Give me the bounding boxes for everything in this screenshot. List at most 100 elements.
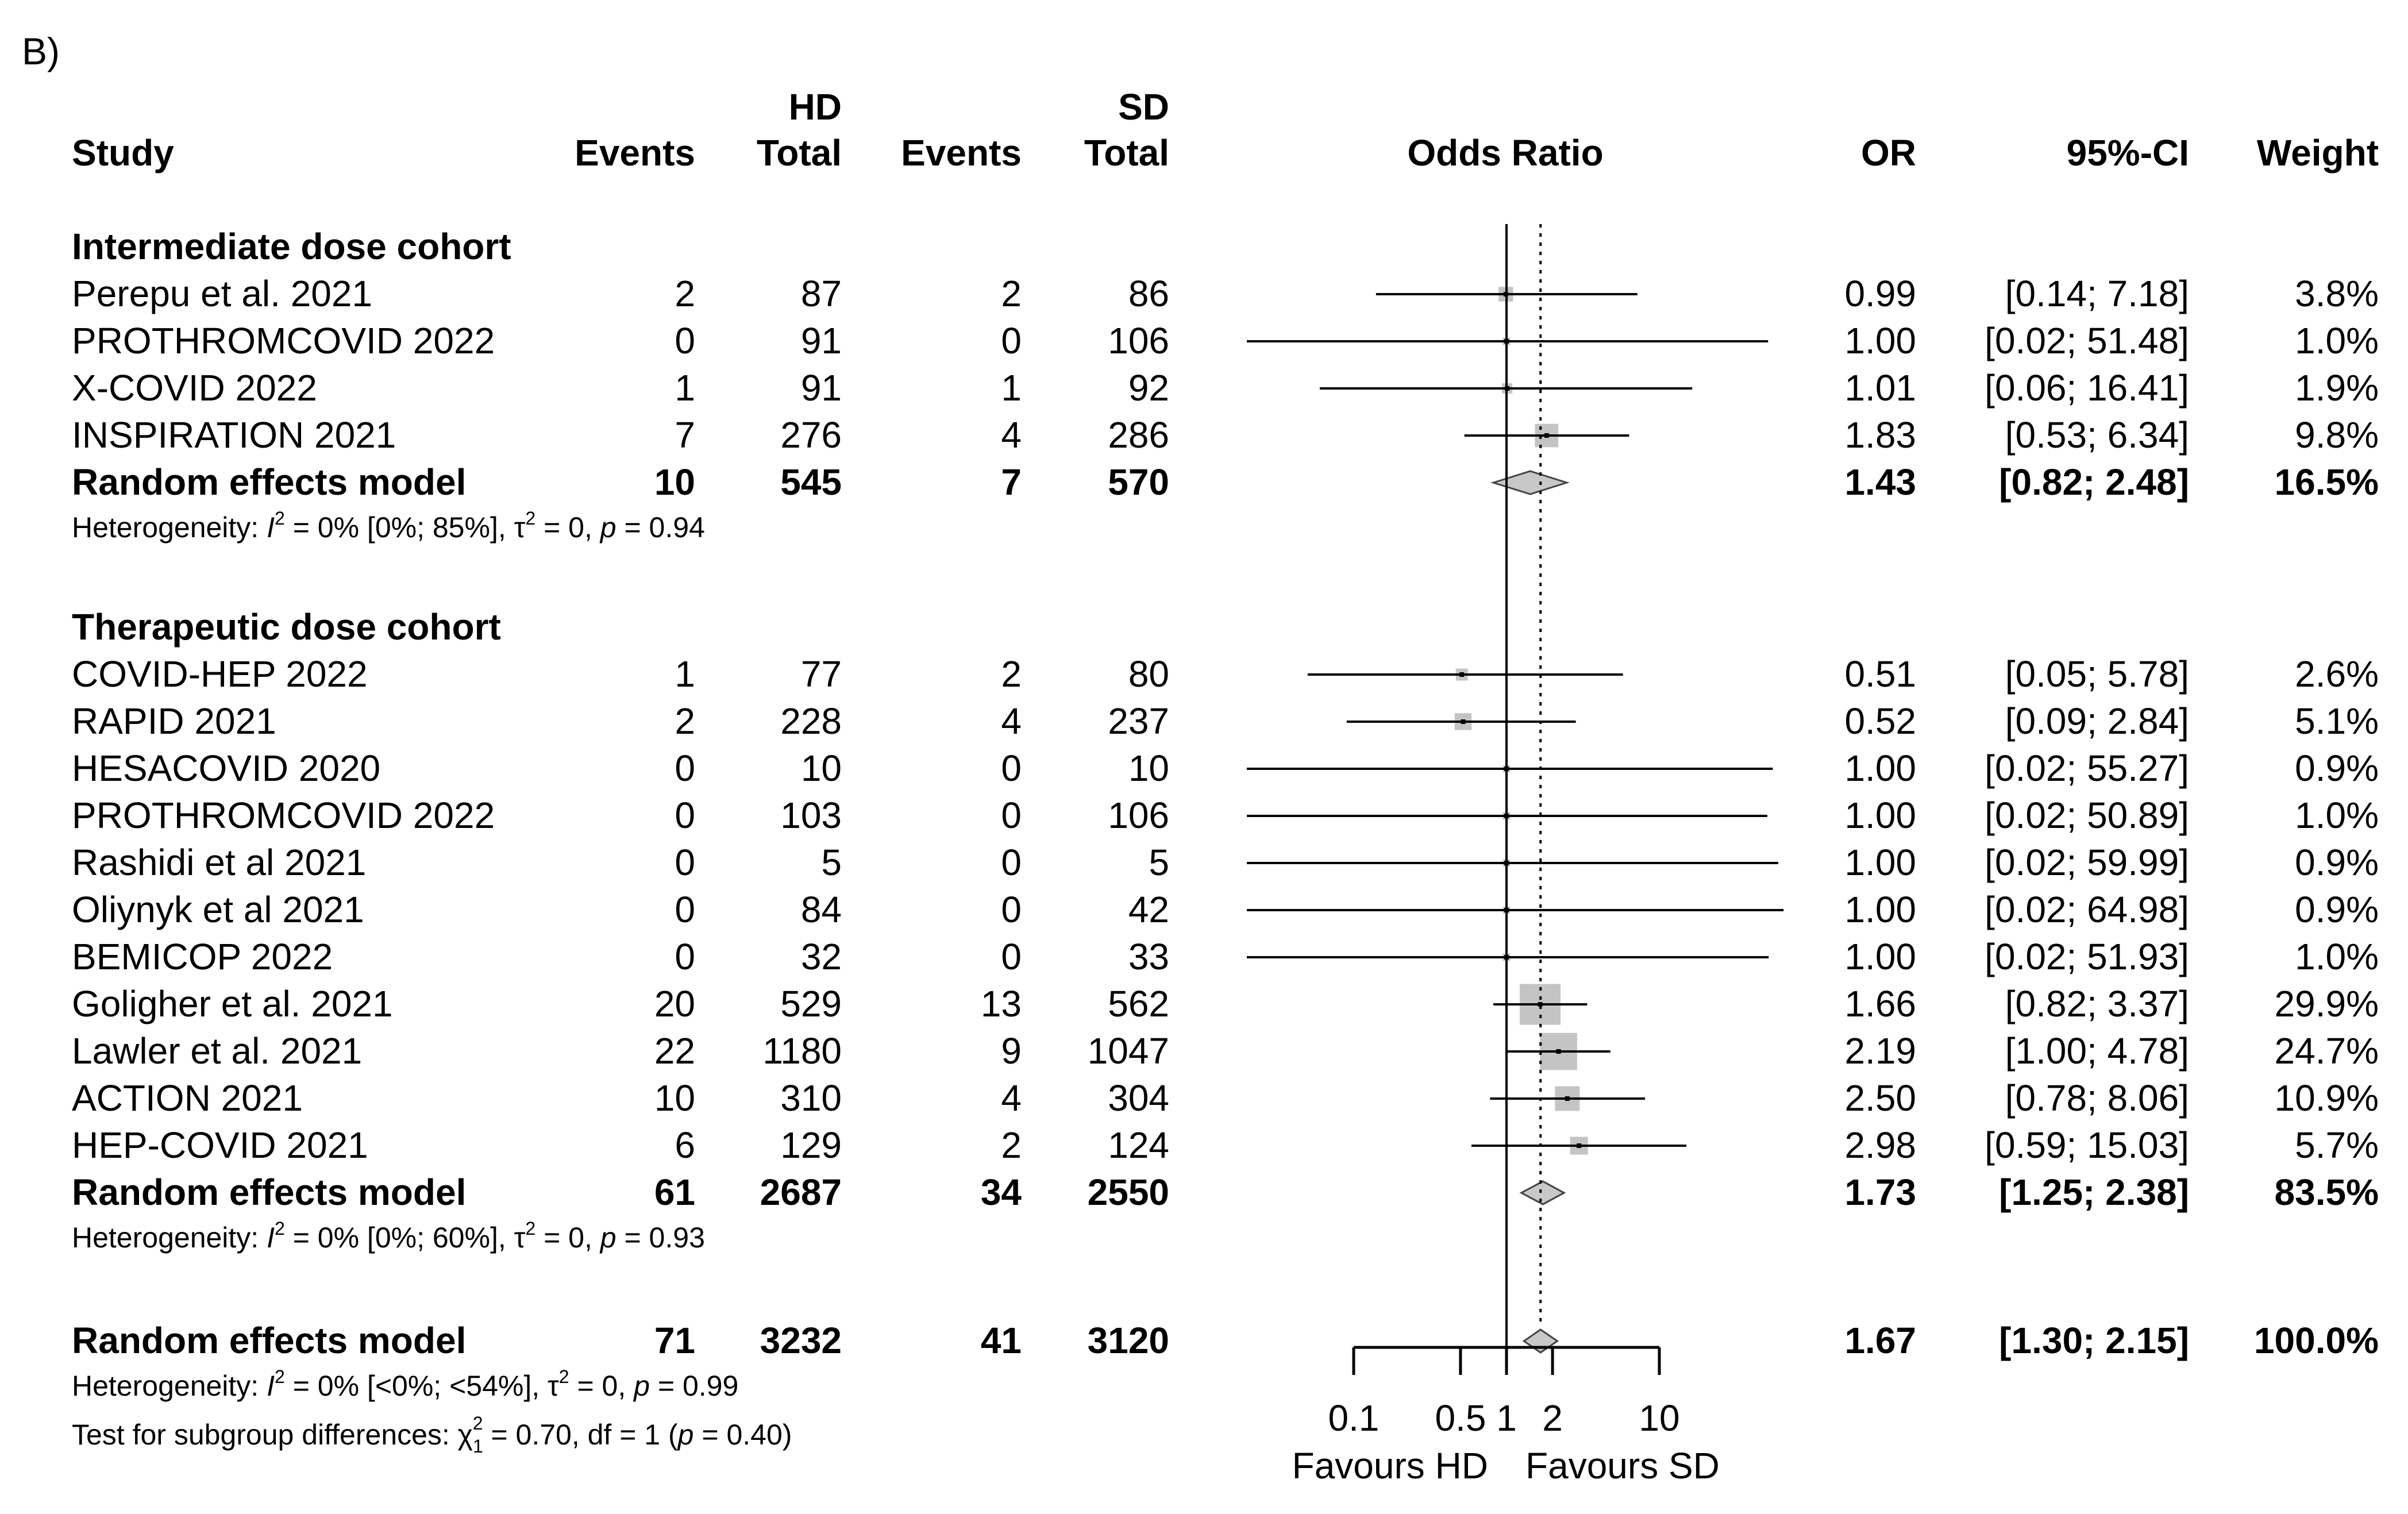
het-p: p: [599, 511, 617, 544]
hd-events: 6: [675, 1124, 695, 1166]
test-prefix: Test for subgroup differences: χ: [72, 1419, 473, 1451]
ci-value: [0.82; 2.48]: [1999, 461, 2189, 503]
study-name: Oliynyk et al 2021: [72, 889, 364, 930]
sd-total: 286: [1108, 414, 1169, 456]
sd-events: 34: [981, 1172, 1022, 1213]
study-name: INSPIRATION 2021: [72, 414, 396, 456]
study-name: RAPID 2021: [72, 700, 276, 742]
hd-events: 10: [654, 461, 695, 503]
or-value: 2.19: [1844, 1030, 1916, 1072]
hd-total: 529: [780, 983, 842, 1024]
point-estimate: [1459, 672, 1465, 677]
sd-total: 570: [1108, 461, 1169, 503]
or-value: 1.01: [1844, 367, 1916, 409]
sd-total: 42: [1128, 889, 1169, 930]
study-name: Perepu et al. 2021: [72, 273, 372, 314]
het-prefix: Heterogeneity:: [72, 1222, 267, 1254]
test-p: p: [677, 1419, 694, 1451]
or-value: 1.83: [1844, 414, 1916, 456]
point-estimate: [1544, 433, 1549, 438]
pooled-label: Random effects model: [72, 1320, 466, 1361]
ci-value: [1.30; 2.15]: [1999, 1320, 2189, 1361]
hd-events: 2: [675, 700, 695, 742]
sd-events: 0: [1001, 320, 1022, 361]
ci-value: [0.53; 6.34]: [2005, 414, 2189, 456]
study-name: Rashidi et al 2021: [72, 842, 366, 883]
pooled-diamond: [1519, 1180, 1566, 1205]
x-tick-label: 10: [1639, 1397, 1679, 1439]
hd-total: 129: [780, 1124, 842, 1166]
het-i-sup: 2: [275, 508, 285, 529]
test-sub: 1: [473, 1436, 483, 1457]
ci-value: [1.25; 2.38]: [1999, 1172, 2189, 1213]
test-p-val: = 0.40): [693, 1419, 792, 1451]
col-odds-ratio: Odds Ratio: [1407, 132, 1603, 174]
sd-events: 0: [1001, 748, 1022, 789]
study-name: X-COVID 2022: [72, 367, 317, 409]
hd-events: 0: [675, 842, 695, 883]
sd-total: 2550: [1088, 1172, 1169, 1213]
het-p: p: [633, 1370, 650, 1402]
hd-total: 5: [821, 842, 842, 883]
het-tau-sup: 2: [525, 508, 535, 529]
sd-total: 562: [1108, 983, 1169, 1024]
hd-total: 91: [801, 367, 842, 409]
sd-events: 0: [1001, 936, 1022, 977]
weight-value: 29.9%: [2275, 983, 2379, 1024]
het-post: = 0,: [535, 1222, 600, 1254]
het-mid: = 0% [<0%; <54%], τ: [285, 1370, 559, 1402]
point-estimate: [1556, 1049, 1561, 1054]
hd-events: 0: [675, 936, 695, 977]
study-name: COVID-HEP 2022: [72, 653, 368, 695]
hd-total: 10: [801, 748, 842, 789]
heterogeneity-text: Heterogeneity: I2 = 0% [<0%; <54%], τ2 =…: [72, 1366, 738, 1402]
study-name: HEP-COVID 2021: [72, 1124, 368, 1166]
ci-value: [0.02; 51.48]: [1985, 320, 2189, 361]
ci-value: [0.09; 2.84]: [2005, 700, 2189, 742]
col-sd-events: Events: [901, 132, 1022, 174]
sd-total: 106: [1108, 795, 1169, 836]
ci-value: [0.02; 50.89]: [1985, 795, 2189, 836]
hd-events: 20: [654, 983, 695, 1024]
subgroup-title: Therapeutic dose cohort: [72, 606, 501, 648]
hd-total: 84: [801, 889, 842, 930]
hd-total: 3232: [760, 1320, 842, 1361]
pooled-label: Random effects model: [72, 1172, 466, 1213]
weight-value: 0.9%: [2295, 748, 2379, 789]
study-name: ACTION 2021: [72, 1077, 303, 1119]
sd-events: 2: [1001, 653, 1022, 695]
sd-total: 304: [1108, 1077, 1169, 1119]
favours-sd-label: Favours SD: [1525, 1445, 1720, 1486]
col-weight: Weight: [2257, 132, 2379, 174]
test-sup: 2: [473, 1413, 483, 1434]
or-value: 2.98: [1844, 1124, 1916, 1166]
weight-value: 16.5%: [2275, 461, 2379, 503]
hd-events: 0: [675, 795, 695, 836]
hd-events: 0: [675, 320, 695, 361]
ci-value: [1.00; 4.78]: [2005, 1030, 2189, 1072]
hd-total: 87: [801, 273, 842, 314]
sd-events: 4: [1001, 700, 1022, 742]
hd-group-header: HD: [789, 86, 842, 128]
weight-value: 1.0%: [2295, 320, 2379, 361]
hd-events: 0: [675, 748, 695, 789]
forest-rows: Intermediate dose cohort Perepu et al. 20…: [72, 226, 2379, 1457]
study-name: PROTHROMCOVID 2022: [72, 320, 495, 361]
hd-events: 71: [654, 1320, 695, 1361]
or-value: 0.51: [1844, 653, 1916, 695]
het-p-val: = 0.93: [617, 1222, 705, 1254]
study-name: PROTHROMCOVID 2022: [72, 795, 495, 836]
sd-events: 13: [981, 983, 1022, 1024]
subgroup-test-text: Test for subgroup differences: χ12 = 0.7…: [72, 1413, 792, 1457]
het-i-sup: 2: [275, 1366, 285, 1387]
study-name: Lawler et al. 2021: [72, 1030, 362, 1072]
point-estimate: [1577, 1143, 1582, 1148]
hd-total: 1180: [762, 1030, 842, 1072]
weight-value: 1.0%: [2295, 936, 2379, 977]
ci-value: [0.78; 8.06]: [2005, 1077, 2189, 1119]
col-sd-total: Total: [1084, 132, 1169, 174]
sd-total: 1047: [1088, 1030, 1169, 1072]
study-name: HESACOVID 2020: [72, 748, 380, 789]
hd-events: 22: [654, 1030, 695, 1072]
